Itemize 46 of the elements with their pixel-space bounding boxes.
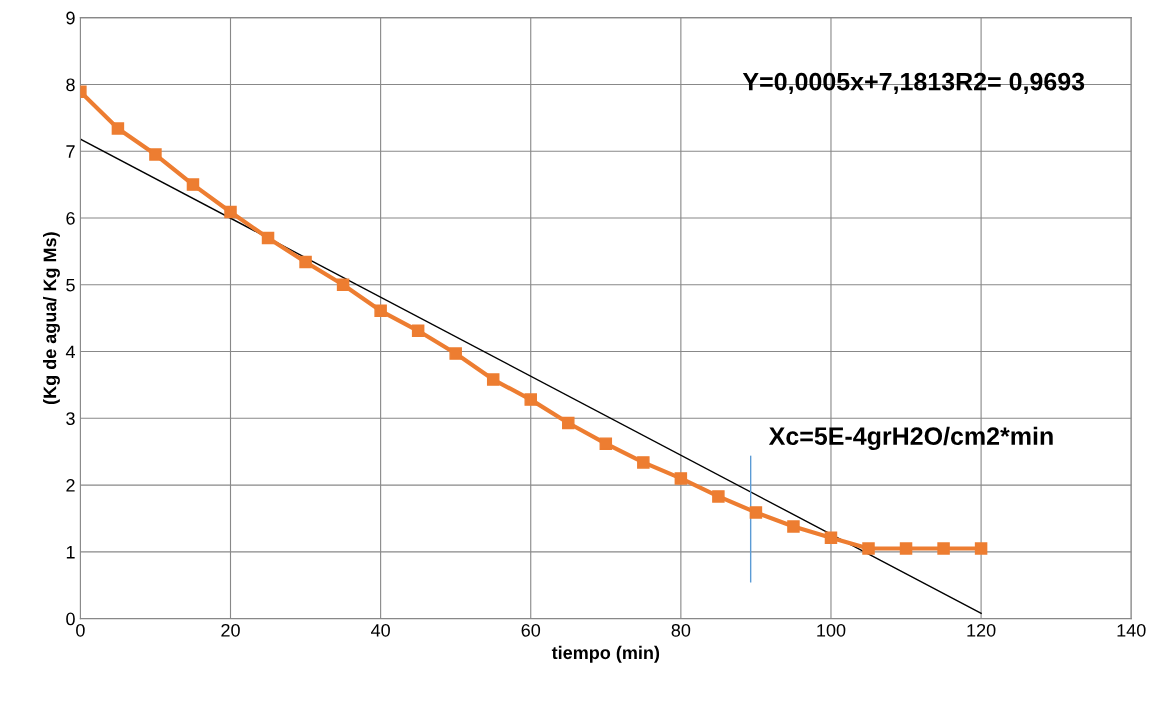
x-tick-label: 140: [1117, 623, 1146, 637]
point: [899, 542, 913, 555]
point: [336, 278, 350, 292]
x-axis-title: tiempo (min): [551, 645, 660, 663]
point: [224, 205, 237, 219]
x-tick-label: 20: [221, 623, 240, 637]
y-tick-label: 5: [66, 278, 75, 292]
point: [974, 542, 988, 555]
point: [712, 490, 725, 503]
x-tick-label: 100: [817, 623, 846, 637]
point: [486, 373, 500, 386]
y-tick-label: 3: [66, 412, 75, 426]
point: [599, 437, 613, 450]
point: [261, 231, 275, 245]
point: [299, 255, 312, 269]
point: [411, 324, 425, 338]
point: [937, 542, 950, 555]
point: [524, 393, 537, 406]
x-tick-label: 120: [967, 623, 996, 637]
annotation: Y=0,0005x+7,1813R2= 0,9693: [742, 72, 1085, 95]
point: [862, 542, 875, 555]
y-tick-label: 8: [66, 78, 75, 92]
point: [449, 347, 462, 360]
annotation: Xc=5E-4grH2O/cm2*min: [768, 426, 1053, 451]
point: [787, 520, 800, 533]
x-tick-label: 40: [371, 623, 390, 637]
x-tick-label: 0: [76, 623, 85, 637]
y-tick-label: 1: [66, 545, 75, 559]
point: [674, 472, 688, 485]
point: [562, 416, 575, 430]
point: [637, 456, 650, 469]
y-tick-label: 7: [66, 145, 75, 158]
x-tick-label: 80: [671, 623, 691, 637]
y-tick-label: 4: [65, 345, 75, 359]
y-tick-label: 9: [66, 11, 75, 25]
y-tick-label: 0: [66, 612, 75, 626]
y-tick-label: 2: [66, 479, 75, 492]
point: [149, 148, 162, 161]
point: [111, 122, 125, 135]
point: [186, 178, 200, 191]
x-tick-label: 60: [521, 623, 541, 637]
point: [749, 506, 763, 519]
y-axis-title: (Kg de agua/ Kg Ms): [43, 232, 60, 405]
point: [824, 531, 838, 545]
point: [374, 304, 387, 318]
y-tick-label: 6: [66, 211, 75, 225]
